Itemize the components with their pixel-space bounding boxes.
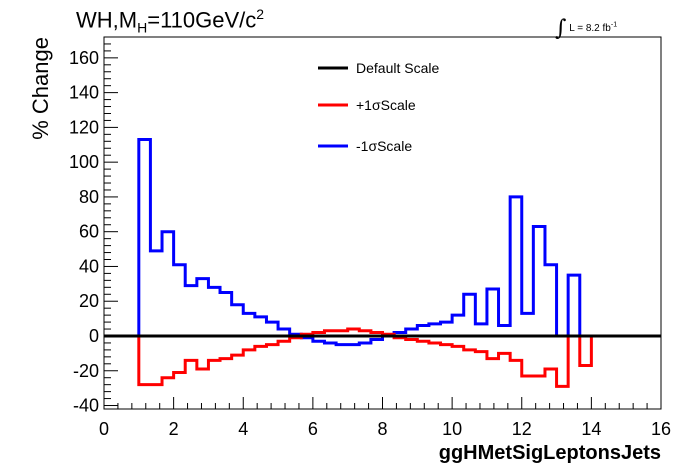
y-tick-label: 0 <box>89 326 99 346</box>
y-tick-label: 140 <box>69 83 99 103</box>
x-tick-label: 6 <box>308 419 318 439</box>
y-tick-label: 20 <box>79 291 99 311</box>
y-tick-label: -40 <box>73 396 99 416</box>
y-tick-label: -20 <box>73 361 99 381</box>
integral-symbol: ∫ <box>555 16 567 41</box>
x-tick-label: 2 <box>169 419 179 439</box>
x-tick-label: 0 <box>99 419 109 439</box>
series-line-2 <box>104 138 661 347</box>
title-prefix: WH,M <box>76 7 138 33</box>
y-tick-label: 60 <box>79 222 99 242</box>
plot-frame <box>103 36 662 410</box>
x-axis-label: ggHMetSigLeptonsJets <box>439 442 661 464</box>
y-tick-label: 40 <box>79 256 99 276</box>
x-tick-label: 14 <box>581 419 601 439</box>
x-tick-label: 16 <box>651 419 671 439</box>
title-subscript: H <box>137 19 148 36</box>
y-tick-label: 160 <box>69 48 99 68</box>
y-tick-label: 80 <box>79 187 99 207</box>
y-axis-label: % Change <box>28 37 53 140</box>
luminosity-label: ∫ L = 8.2 fb-1 <box>555 12 618 41</box>
x-tick-label: 4 <box>238 419 248 439</box>
x-tick-label: 10 <box>442 419 462 439</box>
series-line-1 <box>104 327 661 388</box>
title-superscript: 2 <box>256 6 265 22</box>
x-tick-label: 12 <box>512 419 532 439</box>
lumi-text: L = 8.2 fb <box>569 23 611 34</box>
x-tick-label: 8 <box>377 419 387 439</box>
y-tick-label: 100 <box>69 152 99 172</box>
title-mid: =110GeV/c <box>147 7 257 33</box>
chart-title: WH,MH=110GeV/c2 <box>76 6 264 36</box>
legend-label-2: -1σScale <box>356 138 412 154</box>
legend-label-1: +1σScale <box>356 97 416 113</box>
y-tick-label: 120 <box>69 117 99 137</box>
lumi-exponent: -1 <box>610 21 618 29</box>
legend-label-0: Default Scale <box>356 60 439 76</box>
